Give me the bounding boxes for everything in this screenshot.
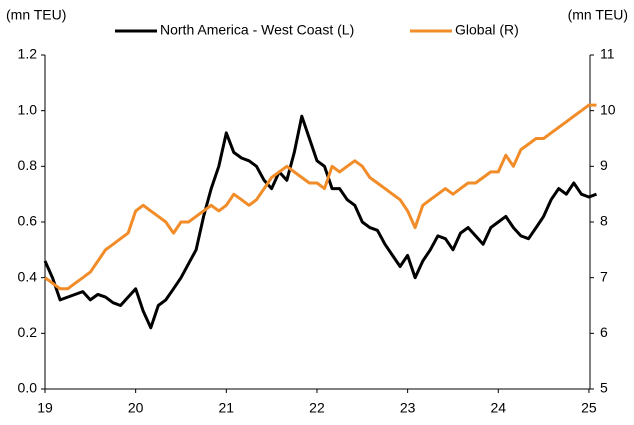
y-tick-label: 0.8	[18, 157, 38, 173]
y2-tick-label: 10	[600, 101, 616, 117]
y-tick-label: 0.0	[18, 380, 38, 396]
x-tick-label: 21	[219, 400, 235, 416]
y2-tick-label: 8	[600, 213, 608, 229]
y-tick-label: 0.4	[18, 268, 38, 284]
legend-label: Global (R)	[455, 22, 519, 38]
x-tick-label: 20	[128, 400, 144, 416]
legend-label: North America - West Coast (L)	[160, 22, 354, 38]
y-tick-label: 1.2	[18, 46, 38, 62]
y2-tick-label: 11	[600, 46, 615, 62]
y-tick-label: 1.0	[18, 101, 38, 117]
y2-axis-label: (mn TEU)	[568, 7, 628, 23]
series-line	[44, 103, 597, 291]
y2-tick-label: 7	[600, 268, 608, 284]
x-tick-label: 25	[581, 400, 597, 416]
x-tick-label: 19	[37, 400, 53, 416]
y-tick-label: 0.2	[18, 324, 38, 340]
x-tick-label: 24	[490, 400, 506, 416]
x-tick-label: 23	[400, 400, 416, 416]
y-axis-label: (mn TEU)	[6, 7, 66, 23]
y2-tick-label: 9	[600, 157, 608, 173]
x-tick-label: 22	[309, 400, 325, 416]
series-line	[43, 114, 598, 330]
y2-tick-label: 5	[600, 380, 608, 396]
y2-tick-label: 6	[600, 324, 608, 340]
y-tick-label: 0.6	[18, 213, 38, 229]
